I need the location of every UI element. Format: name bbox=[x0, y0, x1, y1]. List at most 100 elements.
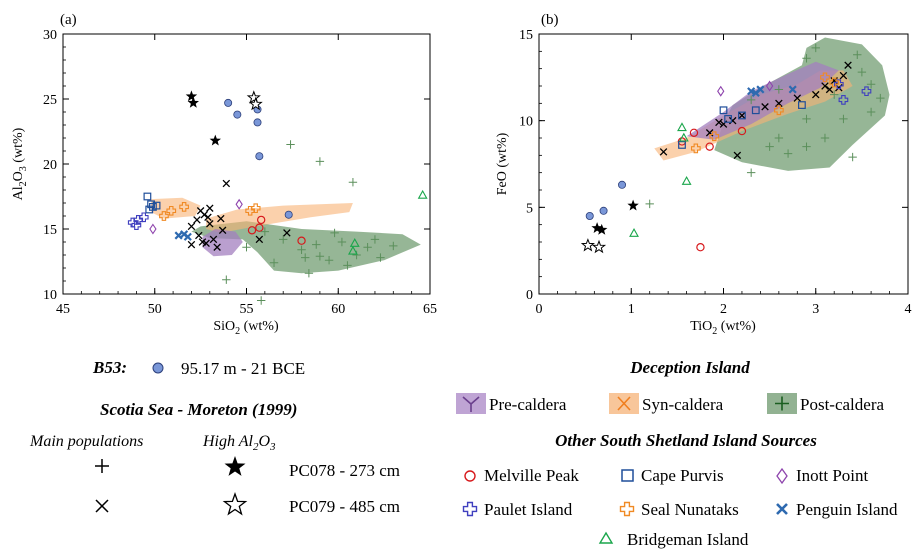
panel-b-point-melville-peak bbox=[689, 128, 699, 137]
panel-a-point-main-populations-pc079 bbox=[187, 240, 196, 249]
panel-a-point-bridgeman-island bbox=[347, 245, 358, 255]
panel-a-point-main-populations-pc079 bbox=[198, 238, 207, 246]
panel-a-point-cape-purvis bbox=[147, 200, 155, 209]
panel-a-point-paulet-island bbox=[138, 212, 149, 223]
panel-a-point-high-al2o3-pc079 bbox=[246, 90, 261, 104]
legend-pc079-text: PC079 - 485 cm bbox=[289, 497, 400, 516]
panel-b-xlabel: TiO2 (wt%) bbox=[690, 319, 756, 337]
panel-b-point-melville-peak bbox=[696, 242, 705, 252]
pre-caldera-marker bbox=[462, 396, 480, 412]
panel-b-point-main-populations-pc078 bbox=[820, 133, 830, 143]
panel-b-point-main-populations-pc078 bbox=[848, 152, 857, 162]
panel-b-point-bridgeman-island bbox=[677, 122, 687, 132]
panel-b-point-main-populations-pc078 bbox=[802, 114, 811, 124]
panel-b-point-main-populations-pc078 bbox=[802, 54, 811, 63]
legend-bridgeman-marker bbox=[598, 531, 614, 544]
legend-inott-marker bbox=[776, 467, 788, 485]
panel-b-point-main-populations-pc079 bbox=[844, 61, 852, 69]
panel-b-point-cape-purvis bbox=[751, 106, 760, 115]
panel-a-regions bbox=[151, 197, 421, 274]
panel-a-ytick-label: 20 bbox=[43, 158, 57, 173]
panel-a-xtick-label: 60 bbox=[331, 302, 345, 317]
panel-b-point-bridgeman-island bbox=[678, 132, 689, 142]
panel-a-point-main-populations-pc078 bbox=[222, 275, 231, 284]
panel-a-point-main-populations-pc078 bbox=[352, 250, 361, 260]
legend-deception-title: Deception Island bbox=[629, 358, 750, 377]
panel-b-ylabel: FeO (wt%) bbox=[495, 132, 510, 195]
panel-b-point-main-populations-pc078 bbox=[839, 114, 848, 124]
panel-b-point-paulet-island bbox=[833, 79, 844, 90]
panel-b-point-main-populations-pc079 bbox=[793, 94, 802, 102]
panel-b-xtick-label: 1 bbox=[628, 302, 635, 317]
panel-a-point-high-al2o3-pc079 bbox=[248, 96, 263, 111]
panel-a: (a) 45 50 55 60 65 10 15 20 25 30 SiO2 (wt%) Al2O… bbox=[11, 12, 437, 337]
panel-b-xtick-label: 4 bbox=[905, 302, 912, 317]
panel-b-point-penguin-island bbox=[751, 88, 760, 98]
panel-a-point-bridgeman-island bbox=[417, 189, 428, 199]
legend-pc078-text: PC078 - 273 cm bbox=[289, 461, 400, 480]
penguin-x-icon bbox=[776, 503, 788, 515]
panel-a-point-paulet-island bbox=[131, 220, 142, 230]
legend-b53-text: 95.17 m - 21 BCE bbox=[181, 359, 305, 378]
panel-b-point-main-populations-pc078 bbox=[746, 95, 756, 105]
panel-a-point-main-populations-pc079 bbox=[209, 235, 218, 244]
panel-b-point-high-al2o3-pc078 bbox=[591, 222, 603, 233]
legend-post-text: Post-caldera bbox=[800, 395, 884, 414]
panel-a-point-main-populations-pc079 bbox=[195, 231, 203, 240]
panel-b-point-main-populations-pc079 bbox=[715, 118, 723, 127]
panel-b-xtick-label: 2 bbox=[720, 302, 727, 317]
panel-b-point-cape-purvis bbox=[798, 101, 806, 109]
panel-b-point-high-al2o3-pc078 bbox=[627, 199, 639, 211]
panel-a-point-main-populations-pc078 bbox=[315, 157, 325, 166]
panel-a-point-seal-nunataks bbox=[245, 205, 256, 216]
panel-b-point-seal-nunataks bbox=[690, 143, 701, 154]
panel-b-regions bbox=[654, 37, 890, 171]
legend-left: B53: 95.17 m - 21 BCE Scotia Sea - Moret… bbox=[29, 358, 400, 516]
panel-a-region-syn-caldera bbox=[206, 203, 353, 233]
star-marker bbox=[224, 456, 246, 476]
panel-a-point-melville-peak bbox=[256, 215, 266, 225]
legend-inott-text: Inott Point bbox=[796, 466, 869, 485]
panel-b-point-high-al2o3-pc078 bbox=[596, 223, 608, 235]
panel-b-point-main-populations-pc079 bbox=[728, 116, 737, 125]
panel-a-point-main-populations-pc078 bbox=[301, 253, 310, 262]
panel-a-ylabel: Al2O3 (wt%) bbox=[11, 127, 29, 200]
bridgeman-triangle-icon bbox=[598, 531, 614, 544]
legend-other-title: Other South Shetland Island Sources bbox=[555, 431, 817, 450]
legend-pc079-star-open-marker bbox=[222, 492, 248, 516]
panel-a-point-melville-peak bbox=[247, 226, 257, 235]
panel-b-point-seal-nunataks bbox=[774, 105, 784, 116]
panel-a-point-main-populations-pc078 bbox=[389, 241, 398, 251]
panel-b-point-main-populations-pc079 bbox=[811, 90, 820, 99]
panel-a-point-b53 bbox=[233, 110, 242, 119]
legend-pre-marker bbox=[462, 396, 480, 412]
panel-a-point-melville-peak bbox=[255, 223, 264, 232]
paulet-cross-icon bbox=[462, 501, 478, 517]
panel-a-point-inott-point bbox=[149, 223, 157, 235]
panel-a-ytick-label: 30 bbox=[43, 28, 57, 43]
panel-a-point-main-populations-pc079 bbox=[204, 213, 212, 222]
legend-paulet-marker bbox=[462, 501, 478, 517]
panel-b-point-penguin-island bbox=[788, 85, 797, 94]
panel-b-point-cape-purvis bbox=[678, 141, 686, 149]
panel-a-point-main-populations-pc079 bbox=[255, 235, 264, 244]
panel-b-points bbox=[580, 43, 885, 254]
panel-a-region-post-caldera bbox=[191, 221, 421, 274]
panel-a-xtick-label: 45 bbox=[56, 302, 70, 317]
panel-a-point-penguin-island bbox=[174, 231, 183, 240]
legend-bridgeman-text: Bridgeman Island bbox=[627, 530, 749, 549]
panel-a-point-b53 bbox=[253, 118, 262, 127]
panel-b: (b) 0 1 2 3 4 0 5 10 15 TiO2 (wt%) FeO (wt%) bbox=[495, 12, 912, 337]
panel-a-point-high-al2o3-pc078 bbox=[185, 90, 198, 102]
syn-caldera-marker bbox=[617, 396, 631, 411]
panel-a-point-cape-purvis bbox=[149, 203, 157, 211]
panel-b-point-seal-nunataks bbox=[829, 77, 840, 88]
legend-pc078-plus-marker bbox=[95, 459, 109, 473]
panel-a-point-main-populations-pc079 bbox=[206, 220, 214, 228]
panel-a-ytick-label: 25 bbox=[43, 93, 57, 108]
panel-b-point-main-populations-pc078 bbox=[853, 50, 862, 59]
panel-b-point-inott-point bbox=[765, 80, 774, 92]
panel-b-point-bridgeman-island bbox=[681, 176, 692, 185]
panel-a-point-main-populations-pc079 bbox=[193, 216, 201, 224]
